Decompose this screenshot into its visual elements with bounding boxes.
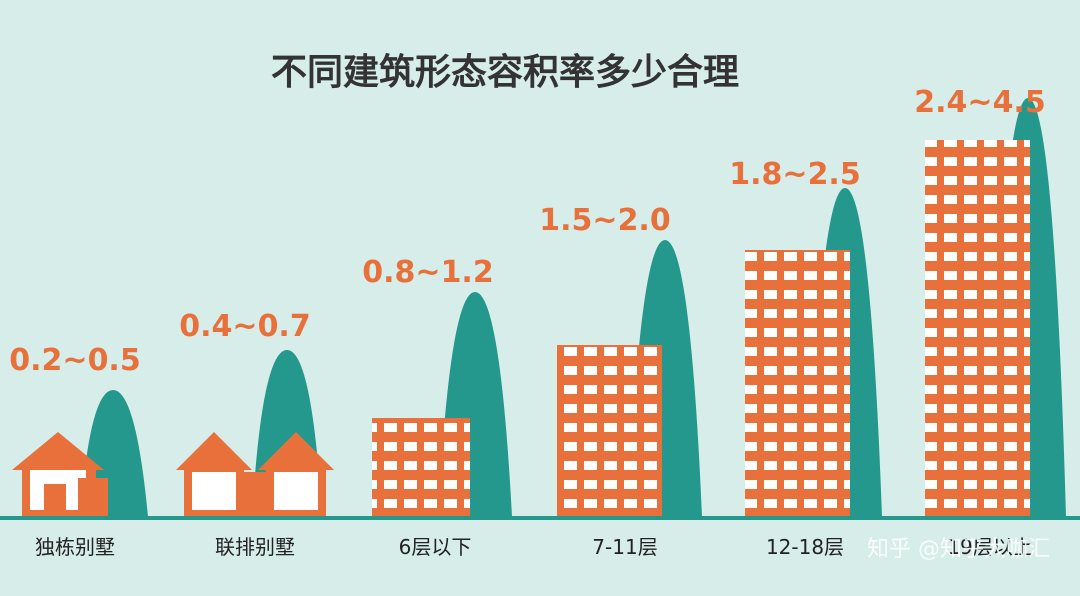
townhouse-icon	[176, 432, 334, 517]
category-label: 联排别墅	[215, 535, 295, 559]
category-label: 独栋别墅	[35, 535, 115, 559]
range-label: 1.8~2.5	[729, 157, 860, 192]
buildings	[372, 140, 1030, 517]
category-label: 12-18层	[766, 535, 844, 559]
category-label: 19层以上	[947, 535, 1032, 559]
watermark: 知乎 @知乎大咖汇	[867, 537, 1050, 562]
range-label: 0.2~0.5	[9, 343, 140, 378]
category-label: 7-11层	[592, 535, 657, 559]
range-label: 1.5~2.0	[539, 203, 670, 238]
range-label: 2.4~4.5	[914, 85, 1045, 120]
villa-icon	[12, 432, 108, 517]
range-label: 0.8~1.2	[362, 255, 493, 290]
title: 不同建筑形态容积率多少合理	[271, 52, 739, 93]
category-label: 6层以下	[399, 535, 472, 559]
range-label: 0.4~0.7	[179, 309, 310, 344]
